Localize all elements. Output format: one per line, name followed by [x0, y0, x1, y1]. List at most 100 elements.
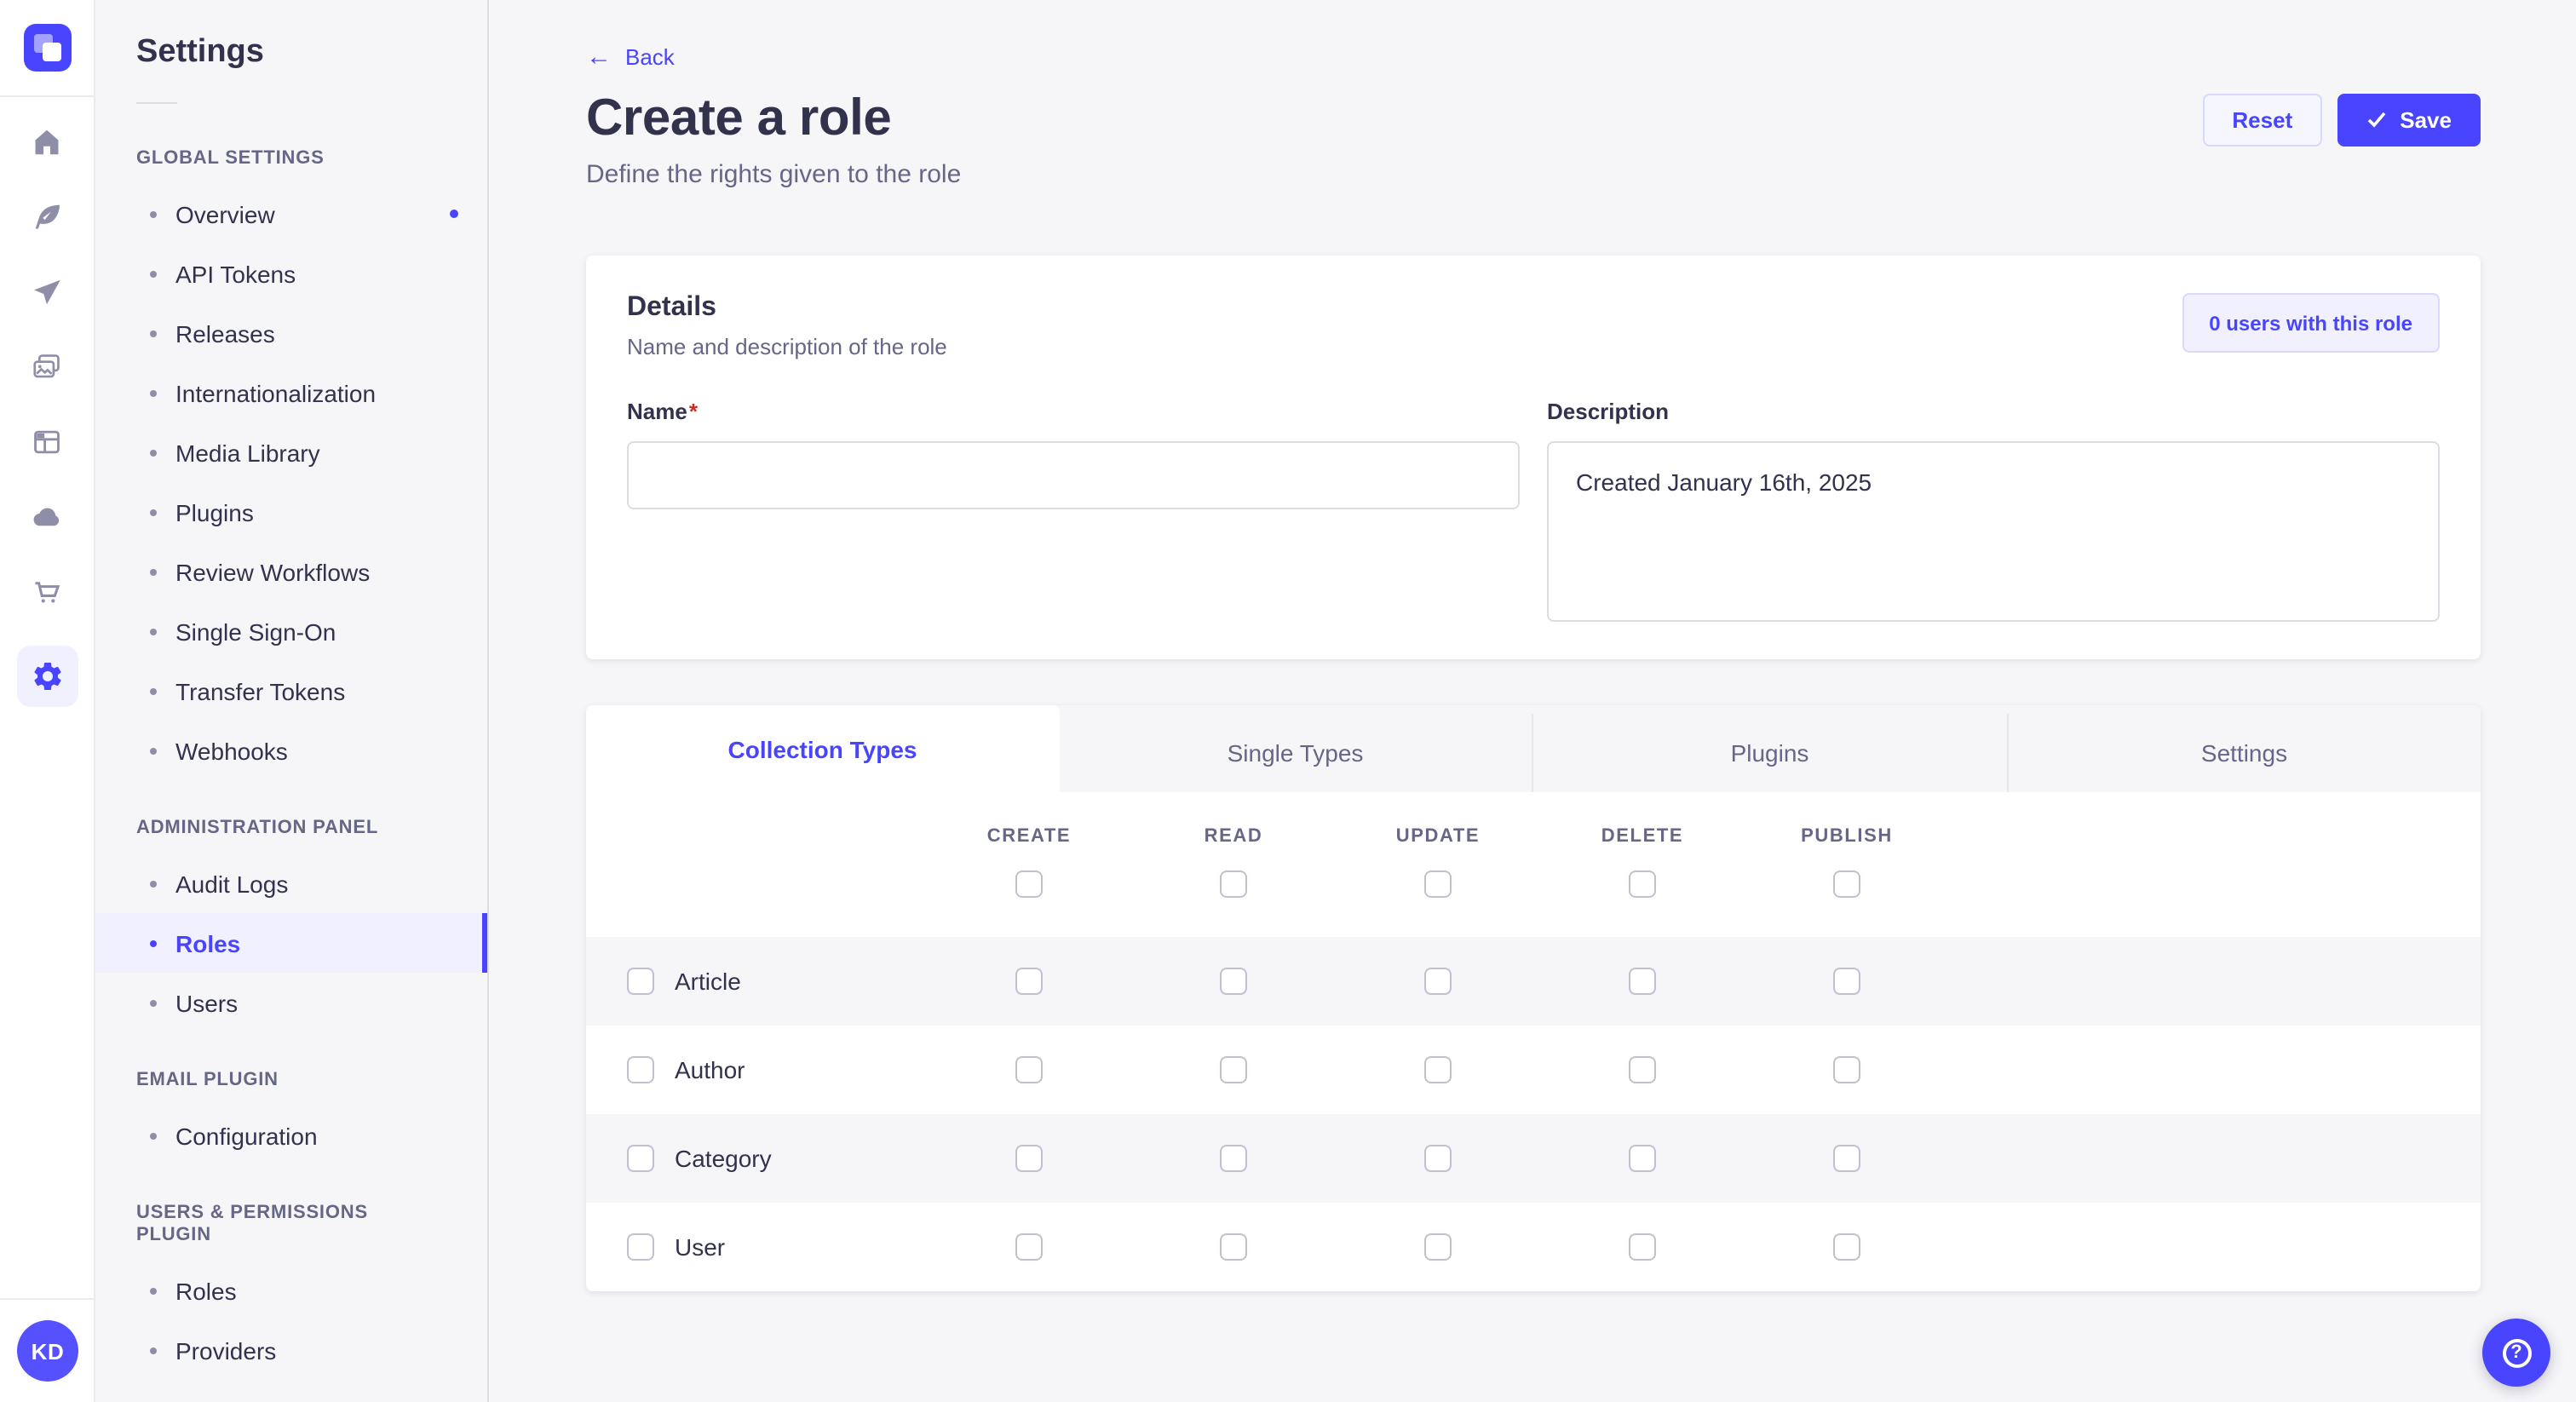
- row-name-cell: Category: [586, 1145, 927, 1172]
- required-mark: *: [688, 399, 698, 424]
- article-create-checkbox[interactable]: [1015, 968, 1043, 995]
- bullet-icon: [150, 939, 157, 946]
- header-actions: Reset Save: [2203, 93, 2481, 146]
- tab-plugins[interactable]: Plugins: [1532, 714, 2006, 792]
- sidebar-item-review-workflows[interactable]: Review Workflows: [95, 542, 487, 601]
- details-fields: Name * Description Created January 16th, …: [627, 397, 2440, 622]
- permission-cell: [1336, 1233, 1540, 1261]
- sidebar-nav-home[interactable]: [26, 121, 67, 162]
- sidebar-item-roles[interactable]: Roles: [95, 913, 487, 973]
- sidebar-item-webhooks[interactable]: Webhooks: [95, 721, 487, 780]
- row-checkbox-article[interactable]: [627, 968, 654, 995]
- user-create-checkbox[interactable]: [1015, 1233, 1043, 1261]
- select-all-cell: [1540, 871, 1745, 898]
- sidebar-item-label: Webhooks: [175, 737, 288, 764]
- permission-cell: [927, 1056, 1131, 1083]
- subnav-title: Settings: [136, 34, 264, 70]
- row-checkbox-user[interactable]: [627, 1233, 654, 1261]
- help-button[interactable]: ?: [2482, 1319, 2550, 1387]
- article-delete-checkbox[interactable]: [1629, 968, 1656, 995]
- sidebar-item-roles[interactable]: Roles: [95, 1261, 487, 1320]
- select-all-cell: [1131, 871, 1336, 898]
- sidebar-item-audit-logs[interactable]: Audit Logs: [95, 853, 487, 913]
- row-checkbox-author[interactable]: [627, 1056, 654, 1083]
- category-create-checkbox[interactable]: [1015, 1145, 1043, 1172]
- sidebar-nav-media-library[interactable]: [26, 346, 67, 387]
- permission-cell: [1745, 1233, 1949, 1261]
- category-read-checkbox[interactable]: [1220, 1145, 1247, 1172]
- sidebar-item-label: Internationalization: [175, 379, 377, 406]
- page-title: Create a role: [586, 90, 892, 147]
- sidebar-item-releases[interactable]: Releases: [95, 303, 487, 363]
- cart-icon: [35, 581, 60, 602]
- sidebar-nav-settings[interactable]: [16, 646, 78, 707]
- sidebar-item-label: Overview: [175, 200, 275, 227]
- article-update-checkbox[interactable]: [1424, 968, 1452, 995]
- name-field[interactable]: [627, 441, 1520, 509]
- sidebar-item-internationalization[interactable]: Internationalization: [95, 363, 487, 422]
- sidebar-item-plugins[interactable]: Plugins: [95, 482, 487, 542]
- sidebar-nav-releases[interactable]: [26, 271, 67, 312]
- select-all-update-checkbox[interactable]: [1424, 871, 1452, 898]
- strapi-logo[interactable]: [23, 24, 71, 72]
- users-with-role-button[interactable]: 0 users with this role: [2182, 293, 2440, 353]
- bullet-icon: [150, 449, 157, 456]
- article-read-checkbox[interactable]: [1220, 968, 1247, 995]
- permissions-column-headers: CREATE READ UPDATE DELETE PUBLISH: [586, 792, 2481, 847]
- author-publish-checkbox[interactable]: [1833, 1056, 1860, 1083]
- save-button[interactable]: Save: [2337, 93, 2481, 146]
- user-update-checkbox[interactable]: [1424, 1233, 1452, 1261]
- author-update-checkbox[interactable]: [1424, 1056, 1452, 1083]
- select-all-delete-checkbox[interactable]: [1629, 871, 1656, 898]
- sidebar-section-label: USERS & PERMISSIONS PLUGIN: [136, 1203, 368, 1245]
- author-delete-checkbox[interactable]: [1629, 1056, 1656, 1083]
- home-icon: [35, 129, 59, 154]
- user-read-checkbox[interactable]: [1220, 1233, 1247, 1261]
- user-publish-checkbox[interactable]: [1833, 1233, 1860, 1261]
- sidebar-item-label: Transfer Tokens: [175, 677, 346, 704]
- description-field[interactable]: Created January 16th, 2025: [1547, 441, 2440, 622]
- sidebar-nav-deploy[interactable]: [26, 496, 67, 537]
- gear-icon: [33, 663, 60, 690]
- user-avatar[interactable]: KD: [17, 1320, 78, 1382]
- user-delete-checkbox[interactable]: [1629, 1233, 1656, 1261]
- sidebar-item-label: Roles: [175, 929, 241, 957]
- permission-cell: [927, 1145, 1131, 1172]
- row-checkbox-category[interactable]: [627, 1145, 654, 1172]
- sidebar-item-transfer-tokens[interactable]: Transfer Tokens: [95, 661, 487, 721]
- permissions-card: Collection Types Single Types Plugins Setti…: [586, 705, 2481, 1291]
- category-update-checkbox[interactable]: [1424, 1145, 1452, 1172]
- sidebar-nav-marketplace[interactable]: [26, 571, 67, 612]
- bullet-icon: [150, 1287, 157, 1294]
- tab-settings[interactable]: Settings: [2006, 714, 2481, 792]
- tab-collection-types[interactable]: Collection Types: [586, 705, 1059, 792]
- category-publish-checkbox[interactable]: [1833, 1145, 1860, 1172]
- select-all-cell: [1745, 871, 1949, 898]
- back-link[interactable]: ← Back: [586, 44, 675, 70]
- select-all-read-checkbox[interactable]: [1220, 871, 1247, 898]
- article-publish-checkbox[interactable]: [1833, 968, 1860, 995]
- sidebar-nav-content-manager[interactable]: [26, 196, 67, 237]
- author-read-checkbox[interactable]: [1220, 1056, 1247, 1083]
- select-all-create-checkbox[interactable]: [1015, 871, 1043, 898]
- sidebar-item-label: API Tokens: [175, 260, 296, 287]
- sidebar-nav-content-type-builder[interactable]: [26, 421, 67, 462]
- sidebar-item-single-sign-on[interactable]: Single Sign-On: [95, 601, 487, 661]
- sidebar-item-label: Review Workflows: [175, 558, 371, 585]
- bullet-icon: [150, 568, 157, 575]
- category-delete-checkbox[interactable]: [1629, 1145, 1656, 1172]
- sidebar-item-media-library[interactable]: Media Library: [95, 422, 487, 482]
- sidebar-item-users[interactable]: Users: [95, 973, 487, 1032]
- sidebar-item-api-tokens[interactable]: API Tokens: [95, 244, 487, 303]
- row-label: Author: [675, 1056, 745, 1083]
- permission-cell: [1540, 1233, 1745, 1261]
- sidebar-item-configuration[interactable]: Configuration: [95, 1106, 487, 1165]
- page-header: Create a role Reset Save: [586, 89, 2481, 150]
- strapi-logo-glyph: [42, 43, 60, 61]
- tab-single-types[interactable]: Single Types: [1059, 714, 1532, 792]
- author-create-checkbox[interactable]: [1015, 1056, 1043, 1083]
- sidebar-item-providers[interactable]: Providers: [95, 1320, 487, 1380]
- select-all-publish-checkbox[interactable]: [1833, 871, 1860, 898]
- sidebar-item-overview[interactable]: Overview: [95, 184, 487, 244]
- reset-button[interactable]: Reset: [2203, 93, 2322, 146]
